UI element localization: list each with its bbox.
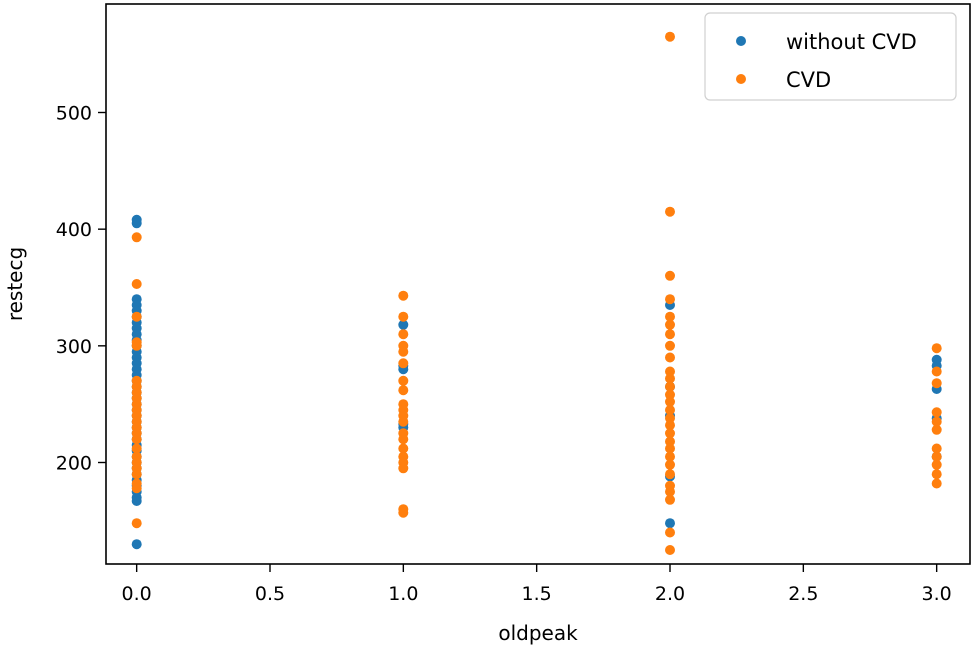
data-point — [398, 375, 409, 386]
data-point — [665, 436, 675, 447]
data-point — [131, 496, 142, 506]
data-point — [665, 319, 675, 330]
data-point — [398, 463, 409, 474]
data-point — [665, 373, 675, 384]
data-point — [131, 483, 142, 494]
data-point — [665, 428, 675, 439]
data-points — [131, 31, 942, 555]
x-tick-label: 2.5 — [788, 583, 818, 605]
data-point — [665, 311, 675, 322]
data-point — [665, 352, 675, 363]
data-point — [665, 451, 675, 462]
x-axis-label: oldpeak — [498, 621, 578, 645]
data-point — [398, 507, 409, 518]
data-point — [131, 434, 142, 445]
axes-frame — [105, 3, 971, 565]
x-tick-label: 3.0 — [922, 583, 952, 605]
data-point — [398, 416, 409, 427]
data-point — [931, 459, 942, 470]
data-point — [931, 343, 942, 354]
x-tick-label: 0.5 — [255, 583, 285, 605]
data-point — [398, 434, 409, 445]
data-point — [665, 486, 675, 497]
x-tick-label: 1.0 — [388, 583, 418, 605]
x-tick-label: 2.0 — [655, 583, 685, 605]
data-point — [131, 340, 142, 351]
y-tick-label: 500 — [56, 103, 92, 125]
data-point — [665, 545, 675, 555]
data-point — [665, 413, 675, 424]
y-axis-ticks: 200 300 400 500 — [56, 103, 106, 475]
legend-label-without-cvd: without CVD — [786, 30, 917, 54]
data-point — [665, 396, 675, 407]
y-axis-label: restecg — [3, 247, 27, 321]
x-tick-label: 1.5 — [522, 583, 552, 605]
data-point — [665, 443, 675, 454]
data-point — [665, 270, 675, 281]
data-point — [931, 478, 942, 489]
y-tick-label: 300 — [56, 336, 92, 358]
x-axis-ticks: 0.0 0.5 1.0 1.5 2.0 2.5 3.0 — [122, 564, 952, 605]
data-point — [665, 420, 675, 431]
data-point — [665, 206, 675, 217]
data-point — [131, 539, 142, 550]
data-point — [931, 469, 942, 480]
data-point — [665, 294, 675, 305]
data-point — [665, 527, 675, 538]
data-point — [665, 518, 675, 529]
data-point — [131, 218, 142, 229]
legend-marker-without-cvd-icon — [736, 36, 746, 46]
data-point — [665, 340, 675, 351]
data-point — [665, 459, 675, 470]
y-tick-label: 400 — [56, 219, 92, 241]
data-point — [665, 329, 675, 340]
data-point — [931, 424, 942, 435]
data-point — [665, 389, 675, 400]
data-point — [131, 232, 142, 243]
data-point — [931, 416, 942, 427]
data-point — [398, 319, 409, 330]
data-point — [398, 290, 409, 301]
data-point — [131, 469, 142, 480]
legend: without CVD CVD — [704, 12, 957, 101]
data-point — [398, 443, 409, 454]
data-point — [131, 311, 142, 322]
data-point — [131, 279, 142, 289]
data-point — [931, 407, 942, 418]
data-point — [398, 385, 409, 396]
data-point — [131, 518, 142, 529]
data-point — [665, 469, 675, 480]
legend-marker-cvd-icon — [736, 74, 746, 84]
data-point — [665, 405, 675, 415]
data-point — [931, 366, 942, 377]
x-tick-label: 0.0 — [122, 583, 152, 605]
data-point — [398, 346, 409, 357]
data-point — [931, 378, 942, 389]
data-point — [665, 366, 675, 377]
data-point — [665, 381, 675, 392]
data-point — [931, 451, 942, 462]
legend-box — [704, 12, 957, 101]
data-point — [665, 494, 675, 505]
data-point — [131, 443, 142, 454]
data-point — [931, 443, 942, 454]
data-point — [398, 358, 409, 369]
y-tick-label: 200 — [56, 453, 92, 475]
data-point — [398, 329, 409, 340]
data-point — [665, 31, 675, 42]
legend-label-cvd: CVD — [786, 68, 831, 92]
data-point — [398, 311, 409, 322]
